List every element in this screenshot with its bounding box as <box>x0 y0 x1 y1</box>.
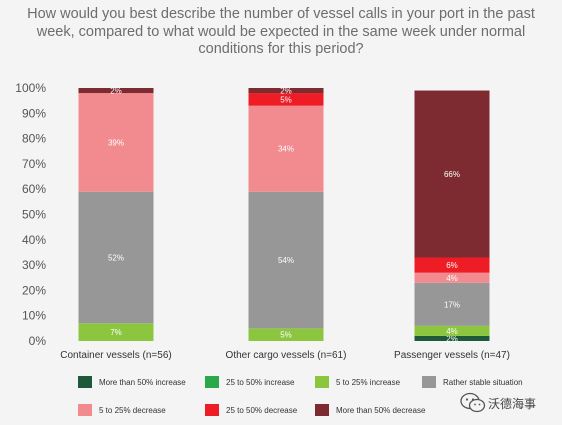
data-label: 2% <box>280 87 292 96</box>
bar-segment <box>414 257 490 273</box>
y-tick-label: 30% <box>22 258 46 272</box>
plot-area: 7%52%39%2%5%54%34%5%2%2%4%17%4%6%66% <box>78 87 490 343</box>
data-label: 5% <box>280 95 292 104</box>
legend-label: Rather stable situation <box>443 378 523 387</box>
data-label: 5% <box>280 331 292 340</box>
chart-title: How would you best describe the number o… <box>27 6 535 57</box>
legend: More than 50% increase 25 to 50% increase… <box>78 376 523 416</box>
legend-label: More than 50% increase <box>99 378 186 387</box>
bar-segment <box>248 93 324 106</box>
watermark-text: 沃德海事 <box>488 397 537 411</box>
bar-segment <box>248 105 324 192</box>
y-tick-label: 80% <box>22 132 46 146</box>
data-label: 6% <box>446 261 458 270</box>
bar-segment <box>414 325 490 336</box>
y-tick-label: 10% <box>22 309 46 323</box>
legend-swatch <box>422 376 436 388</box>
legend-label: More than 50% decrease <box>336 406 426 415</box>
x-axis: Container vessels (n=56) Other cargo vess… <box>60 350 510 361</box>
y-tick-label: 0% <box>29 334 47 348</box>
bar-segment <box>248 191 324 329</box>
data-label: 7% <box>110 328 122 337</box>
wechat-icon <box>460 392 486 413</box>
bar-segment <box>78 323 154 341</box>
bar-segment <box>414 90 490 258</box>
legend-label: 5 to 25% increase <box>336 378 401 387</box>
category-label: Passenger vessels (n=47) <box>394 350 510 361</box>
data-label: 4% <box>446 327 458 336</box>
y-tick-label: 20% <box>22 283 46 297</box>
legend-swatch <box>78 376 92 388</box>
y-tick-label: 40% <box>22 233 46 247</box>
category-label: Other cargo vessels (n=61) <box>226 350 347 361</box>
bar-segment <box>414 272 490 283</box>
y-tick-label: 60% <box>22 182 46 196</box>
data-label: 2% <box>446 334 458 343</box>
legend-label: 25 to 50% decrease <box>226 406 298 415</box>
category-label: Container vessels (n=56) <box>60 350 171 361</box>
y-axis: 0% 10% 20% 30% 40% 50% 60% 70% 80% 90% 100% <box>15 81 46 348</box>
bar-segment <box>414 335 490 341</box>
data-label: 17% <box>444 300 460 309</box>
bar-segment <box>248 328 324 341</box>
watermark: 沃德海事 <box>460 392 560 414</box>
y-tick-label: 50% <box>22 208 46 222</box>
data-label: 34% <box>278 145 294 154</box>
legend-swatch <box>315 404 329 416</box>
bar-segment <box>78 93 154 192</box>
data-label: 52% <box>108 254 124 263</box>
bar-segment <box>78 191 154 324</box>
data-label: 54% <box>278 256 294 265</box>
data-label: 66% <box>444 170 460 179</box>
data-label: 39% <box>108 138 124 147</box>
legend-swatch <box>315 376 329 388</box>
legend-label: 5 to 25% decrease <box>99 406 166 415</box>
legend-swatch <box>205 404 219 416</box>
y-tick-label: 100% <box>15 81 46 95</box>
bar-segment <box>248 88 324 94</box>
bar-segment <box>414 282 490 326</box>
bar-segment <box>78 88 154 94</box>
data-label: 2% <box>110 87 122 96</box>
legend-swatch <box>78 404 92 416</box>
y-tick-label: 90% <box>22 106 46 120</box>
data-label: 4% <box>446 274 458 283</box>
y-tick-label: 70% <box>22 157 46 171</box>
legend-swatch <box>205 376 219 388</box>
legend-label: 25 to 50% increase <box>226 378 295 387</box>
